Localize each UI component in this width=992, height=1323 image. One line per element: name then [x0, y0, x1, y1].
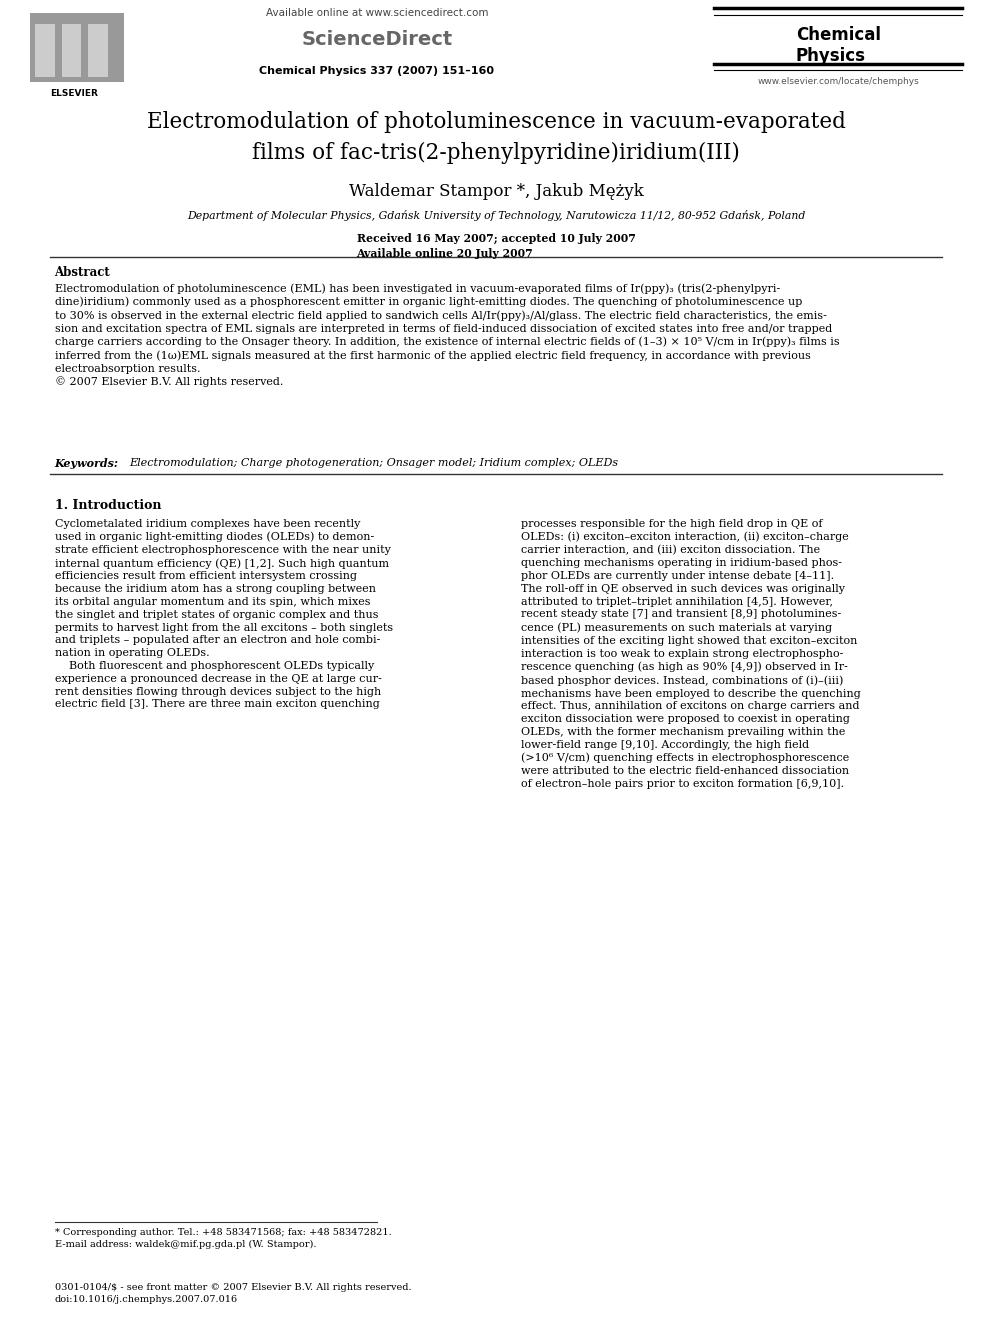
Text: Electromodulation of photoluminescence in vacuum-evaporated: Electromodulation of photoluminescence i…	[147, 111, 845, 134]
Text: 0301-0104/$ - see front matter © 2007 Elsevier B.V. All rights reserved.
doi:10.: 0301-0104/$ - see front matter © 2007 El…	[55, 1283, 412, 1304]
Text: Keywords:: Keywords:	[55, 458, 122, 468]
Text: Department of Molecular Physics, Gdańsk University of Technology, Narutowicza 11: Department of Molecular Physics, Gdańsk …	[186, 210, 806, 221]
Text: Received 16 May 2007; accepted 10 July 2007
Available online 20 July 2007: Received 16 May 2007; accepted 10 July 2…	[356, 233, 636, 258]
Text: Chemical Physics 337 (2007) 151–160: Chemical Physics 337 (2007) 151–160	[260, 66, 494, 77]
Text: 1. Introduction: 1. Introduction	[55, 499, 161, 512]
Text: Waldemar Stampor *, Jakub Mężyk: Waldemar Stampor *, Jakub Mężyk	[348, 183, 644, 200]
Bar	[88, 24, 108, 77]
Text: Abstract: Abstract	[55, 266, 110, 279]
Bar	[30, 13, 124, 82]
Text: Cyclometalated iridium complexes have been recently
used in organic light-emitti: Cyclometalated iridium complexes have be…	[55, 519, 393, 709]
Text: * Corresponding author. Tel.: +48 583471568; fax: +48 583472821.
E-mail address:: * Corresponding author. Tel.: +48 583471…	[55, 1228, 391, 1249]
Text: Electromodulation of photoluminescence (EML) has been investigated in vacuum-eva: Electromodulation of photoluminescence (…	[55, 283, 839, 388]
Text: Available online at www.sciencedirect.com: Available online at www.sciencedirect.co…	[266, 8, 488, 19]
Text: ScienceDirect: ScienceDirect	[302, 30, 452, 49]
Bar	[35, 24, 55, 77]
Text: processes responsible for the high field drop in QE of
OLEDs: (i) exciton–excito: processes responsible for the high field…	[521, 519, 860, 789]
Text: Electromodulation; Charge photogeneration; Onsager model; Iridium complex; OLEDs: Electromodulation; Charge photogeneratio…	[129, 458, 618, 468]
Text: ELSEVIER: ELSEVIER	[51, 89, 98, 98]
Bar	[62, 24, 81, 77]
Text: Chemical
Physics: Chemical Physics	[796, 26, 881, 65]
Text: films of fac-tris(2-phenylpyridine)iridium(III): films of fac-tris(2-phenylpyridine)iridi…	[252, 142, 740, 164]
Text: www.elsevier.com/locate/chemphys: www.elsevier.com/locate/chemphys	[757, 77, 920, 86]
